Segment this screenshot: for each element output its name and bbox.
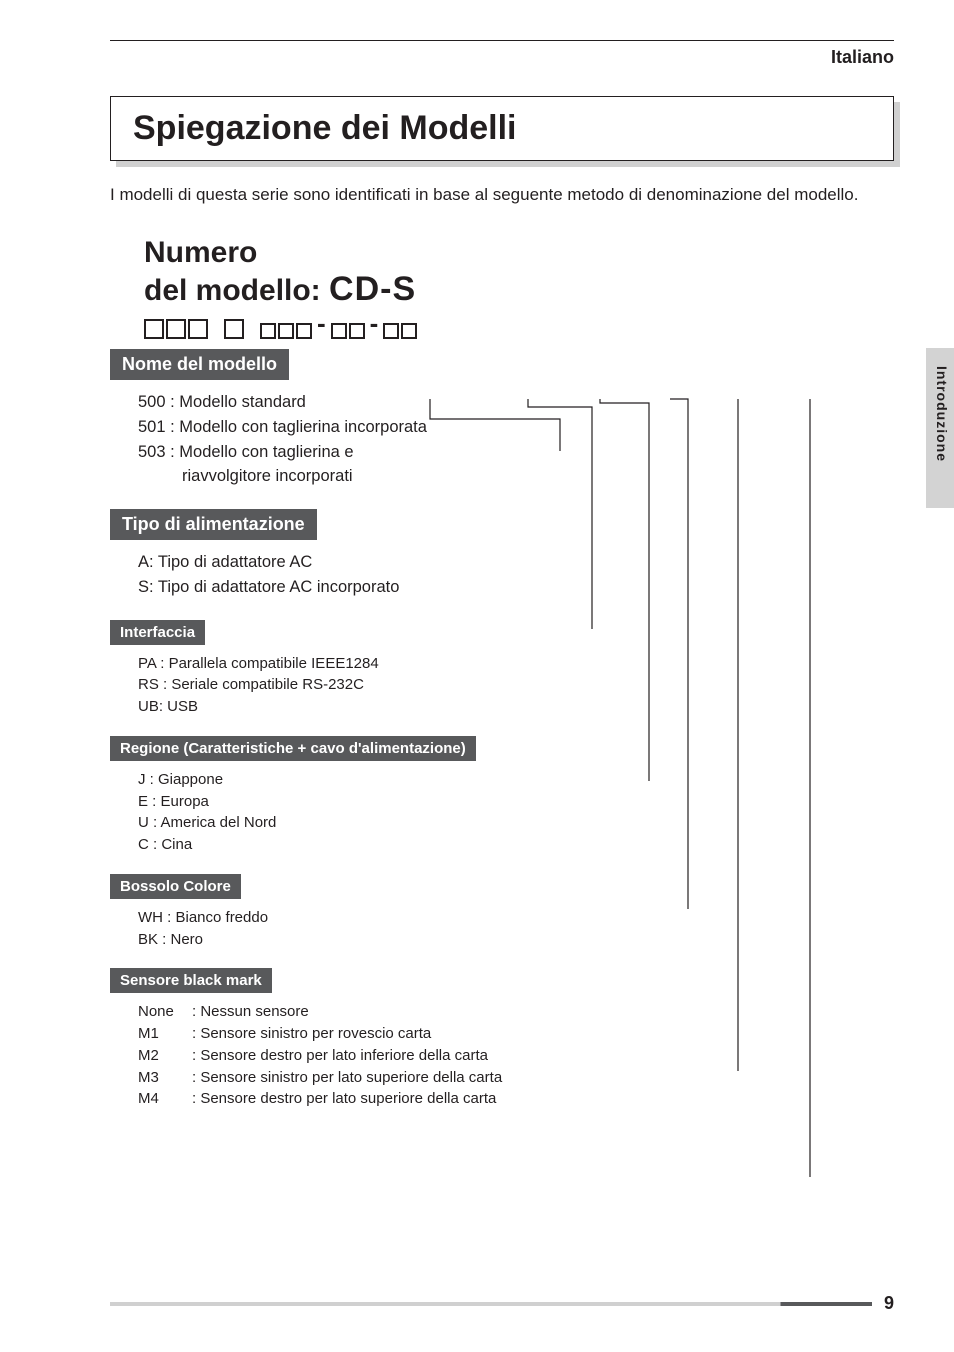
section-line: WH : Bianco freddo	[138, 907, 894, 929]
model-prefix: CD-S	[329, 270, 416, 308]
model-label-line1: Numero	[144, 236, 257, 269]
side-tab-label: Introduzione	[934, 366, 950, 462]
section-line: BK : Nero	[138, 929, 894, 951]
model-placeholder-box	[278, 323, 294, 339]
model-placeholder-box	[401, 323, 417, 339]
model-placeholder-boxes: --	[144, 309, 894, 339]
section-row: M3: Sensore sinistro per lato superiore …	[138, 1067, 894, 1089]
header-rule	[110, 40, 894, 41]
header-language: Italiano	[110, 47, 894, 68]
sections-container: Nome del modello500 : Modello standard50…	[110, 349, 894, 1114]
section-line: E : Europa	[138, 791, 894, 813]
diagram-area: Nome del modello500 : Modello standard50…	[110, 349, 894, 1114]
section-row: M4: Sensore destro per lato superiore de…	[138, 1088, 894, 1110]
section: Tipo di alimentazioneA: Tipo di adattato…	[110, 509, 894, 606]
row-value: : Sensore destro per lato inferiore dell…	[192, 1045, 488, 1067]
title-block: Spiegazione dei Modelli	[110, 96, 894, 161]
model-label-line2: del modello:	[144, 274, 321, 307]
section-line: UB: USB	[138, 696, 894, 718]
row-key: M3	[138, 1067, 192, 1089]
section-title: Regione (Caratteristiche + cavo d'alimen…	[110, 736, 476, 761]
row-key: M4	[138, 1088, 192, 1110]
model-placeholder-box	[331, 323, 347, 339]
section-line: S: Tipo di adattatore AC incorporato	[138, 575, 894, 600]
row-value: : Sensore sinistro per rovescio carta	[192, 1023, 431, 1045]
model-label: Numero del modello: CD-S --	[144, 236, 894, 339]
intro-text: I modelli di questa serie sono identific…	[110, 183, 894, 208]
model-placeholder-box	[144, 319, 164, 339]
section-row: M1: Sensore sinistro per rovescio carta	[138, 1023, 894, 1045]
page-number: 9	[884, 1293, 894, 1314]
row-key: M1	[138, 1023, 192, 1045]
section-line: 503 : Modello con taglierina e	[138, 440, 894, 465]
row-value: : Nessun sensore	[192, 1001, 309, 1023]
section-line: RS : Seriale compatibile RS-232C	[138, 674, 894, 696]
row-key: M2	[138, 1045, 192, 1067]
model-placeholder-box	[260, 323, 276, 339]
section: Nome del modello500 : Modello standard50…	[110, 349, 894, 495]
section-body: A: Tipo di adattatore ACS: Tipo di adatt…	[110, 540, 894, 606]
section-line: 501 : Modello con taglierina incorporata	[138, 415, 894, 440]
section-line: J : Giappone	[138, 769, 894, 791]
page-title: Spiegazione dei Modelli	[133, 109, 871, 148]
model-placeholder-box	[166, 319, 186, 339]
model-placeholder-box	[224, 319, 244, 339]
section-line: 500 : Modello standard	[138, 390, 894, 415]
section-body: None: Nessun sensoreM1: Sensore sinistro…	[110, 993, 894, 1114]
model-placeholder-box	[296, 323, 312, 339]
model-placeholder-box	[349, 323, 365, 339]
model-dash: -	[317, 309, 326, 339]
section-line: PA : Parallela compatibile IEEE1284	[138, 653, 894, 675]
section-title: Interfaccia	[110, 620, 205, 645]
section-line: C : Cina	[138, 834, 894, 856]
row-value: : Sensore destro per lato superiore dell…	[192, 1088, 496, 1110]
model-placeholder-box	[383, 323, 399, 339]
section: Regione (Caratteristiche + cavo d'alimen…	[110, 736, 894, 860]
section-title: Bossolo Colore	[110, 874, 241, 899]
title-inner: Spiegazione dei Modelli	[110, 96, 894, 161]
row-value: : Sensore sinistro per lato superiore de…	[192, 1067, 502, 1089]
section-line: A: Tipo di adattatore AC	[138, 550, 894, 575]
footer-bar	[110, 1302, 872, 1306]
section-line: U : America del Nord	[138, 812, 894, 834]
section-title: Nome del modello	[110, 349, 289, 380]
section-row: None: Nessun sensore	[138, 1001, 894, 1023]
section-line: riavvolgitore incorporati	[182, 464, 894, 489]
model-placeholder-box	[188, 319, 208, 339]
section-body: 500 : Modello standard501 : Modello con …	[110, 380, 894, 495]
section-title: Tipo di alimentazione	[110, 509, 317, 540]
section: Sensore black markNone: Nessun sensoreM1…	[110, 968, 894, 1114]
page: Italiano Spiegazione dei Modelli I model…	[0, 0, 954, 1352]
section-body: J : GiapponeE : EuropaU : America del No…	[110, 761, 894, 860]
section-row: M2: Sensore destro per lato inferiore de…	[138, 1045, 894, 1067]
section: InterfacciaPA : Parallela compatibile IE…	[110, 620, 894, 722]
section: Bossolo ColoreWH : Bianco freddoBK : Ner…	[110, 874, 894, 955]
section-body: WH : Bianco freddoBK : Nero	[110, 899, 894, 955]
model-dash: -	[370, 309, 379, 339]
section-body: PA : Parallela compatibile IEEE1284RS : …	[110, 645, 894, 722]
row-key: None	[138, 1001, 192, 1023]
section-title: Sensore black mark	[110, 968, 272, 993]
